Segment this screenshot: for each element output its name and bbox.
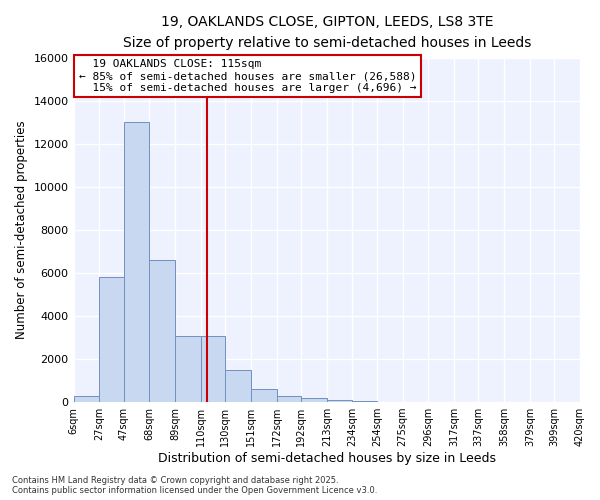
X-axis label: Distribution of semi-detached houses by size in Leeds: Distribution of semi-detached houses by … (158, 452, 496, 465)
Title: 19, OAKLANDS CLOSE, GIPTON, LEEDS, LS8 3TE
Size of property relative to semi-det: 19, OAKLANDS CLOSE, GIPTON, LEEDS, LS8 3… (122, 15, 531, 50)
Bar (149, 260, 175, 402)
Text: Contains HM Land Registry data © Crown copyright and database right 2025.
Contai: Contains HM Land Registry data © Crown c… (12, 476, 377, 495)
Bar (175, 336, 201, 402)
Bar (301, 398, 327, 402)
Bar (327, 400, 352, 402)
Text: 19 OAKLANDS CLOSE: 115sqm
← 85% of semi-detached houses are smaller (26,588)
  1: 19 OAKLANDS CLOSE: 115sqm ← 85% of semi-… (79, 60, 416, 92)
Bar (99, 277, 124, 402)
Bar (225, 370, 251, 402)
Bar (352, 401, 377, 402)
Bar (277, 396, 301, 402)
Bar (251, 388, 277, 402)
Bar (201, 336, 225, 402)
Bar (124, 122, 149, 402)
Bar (74, 396, 99, 402)
Y-axis label: Number of semi-detached properties: Number of semi-detached properties (15, 120, 28, 339)
